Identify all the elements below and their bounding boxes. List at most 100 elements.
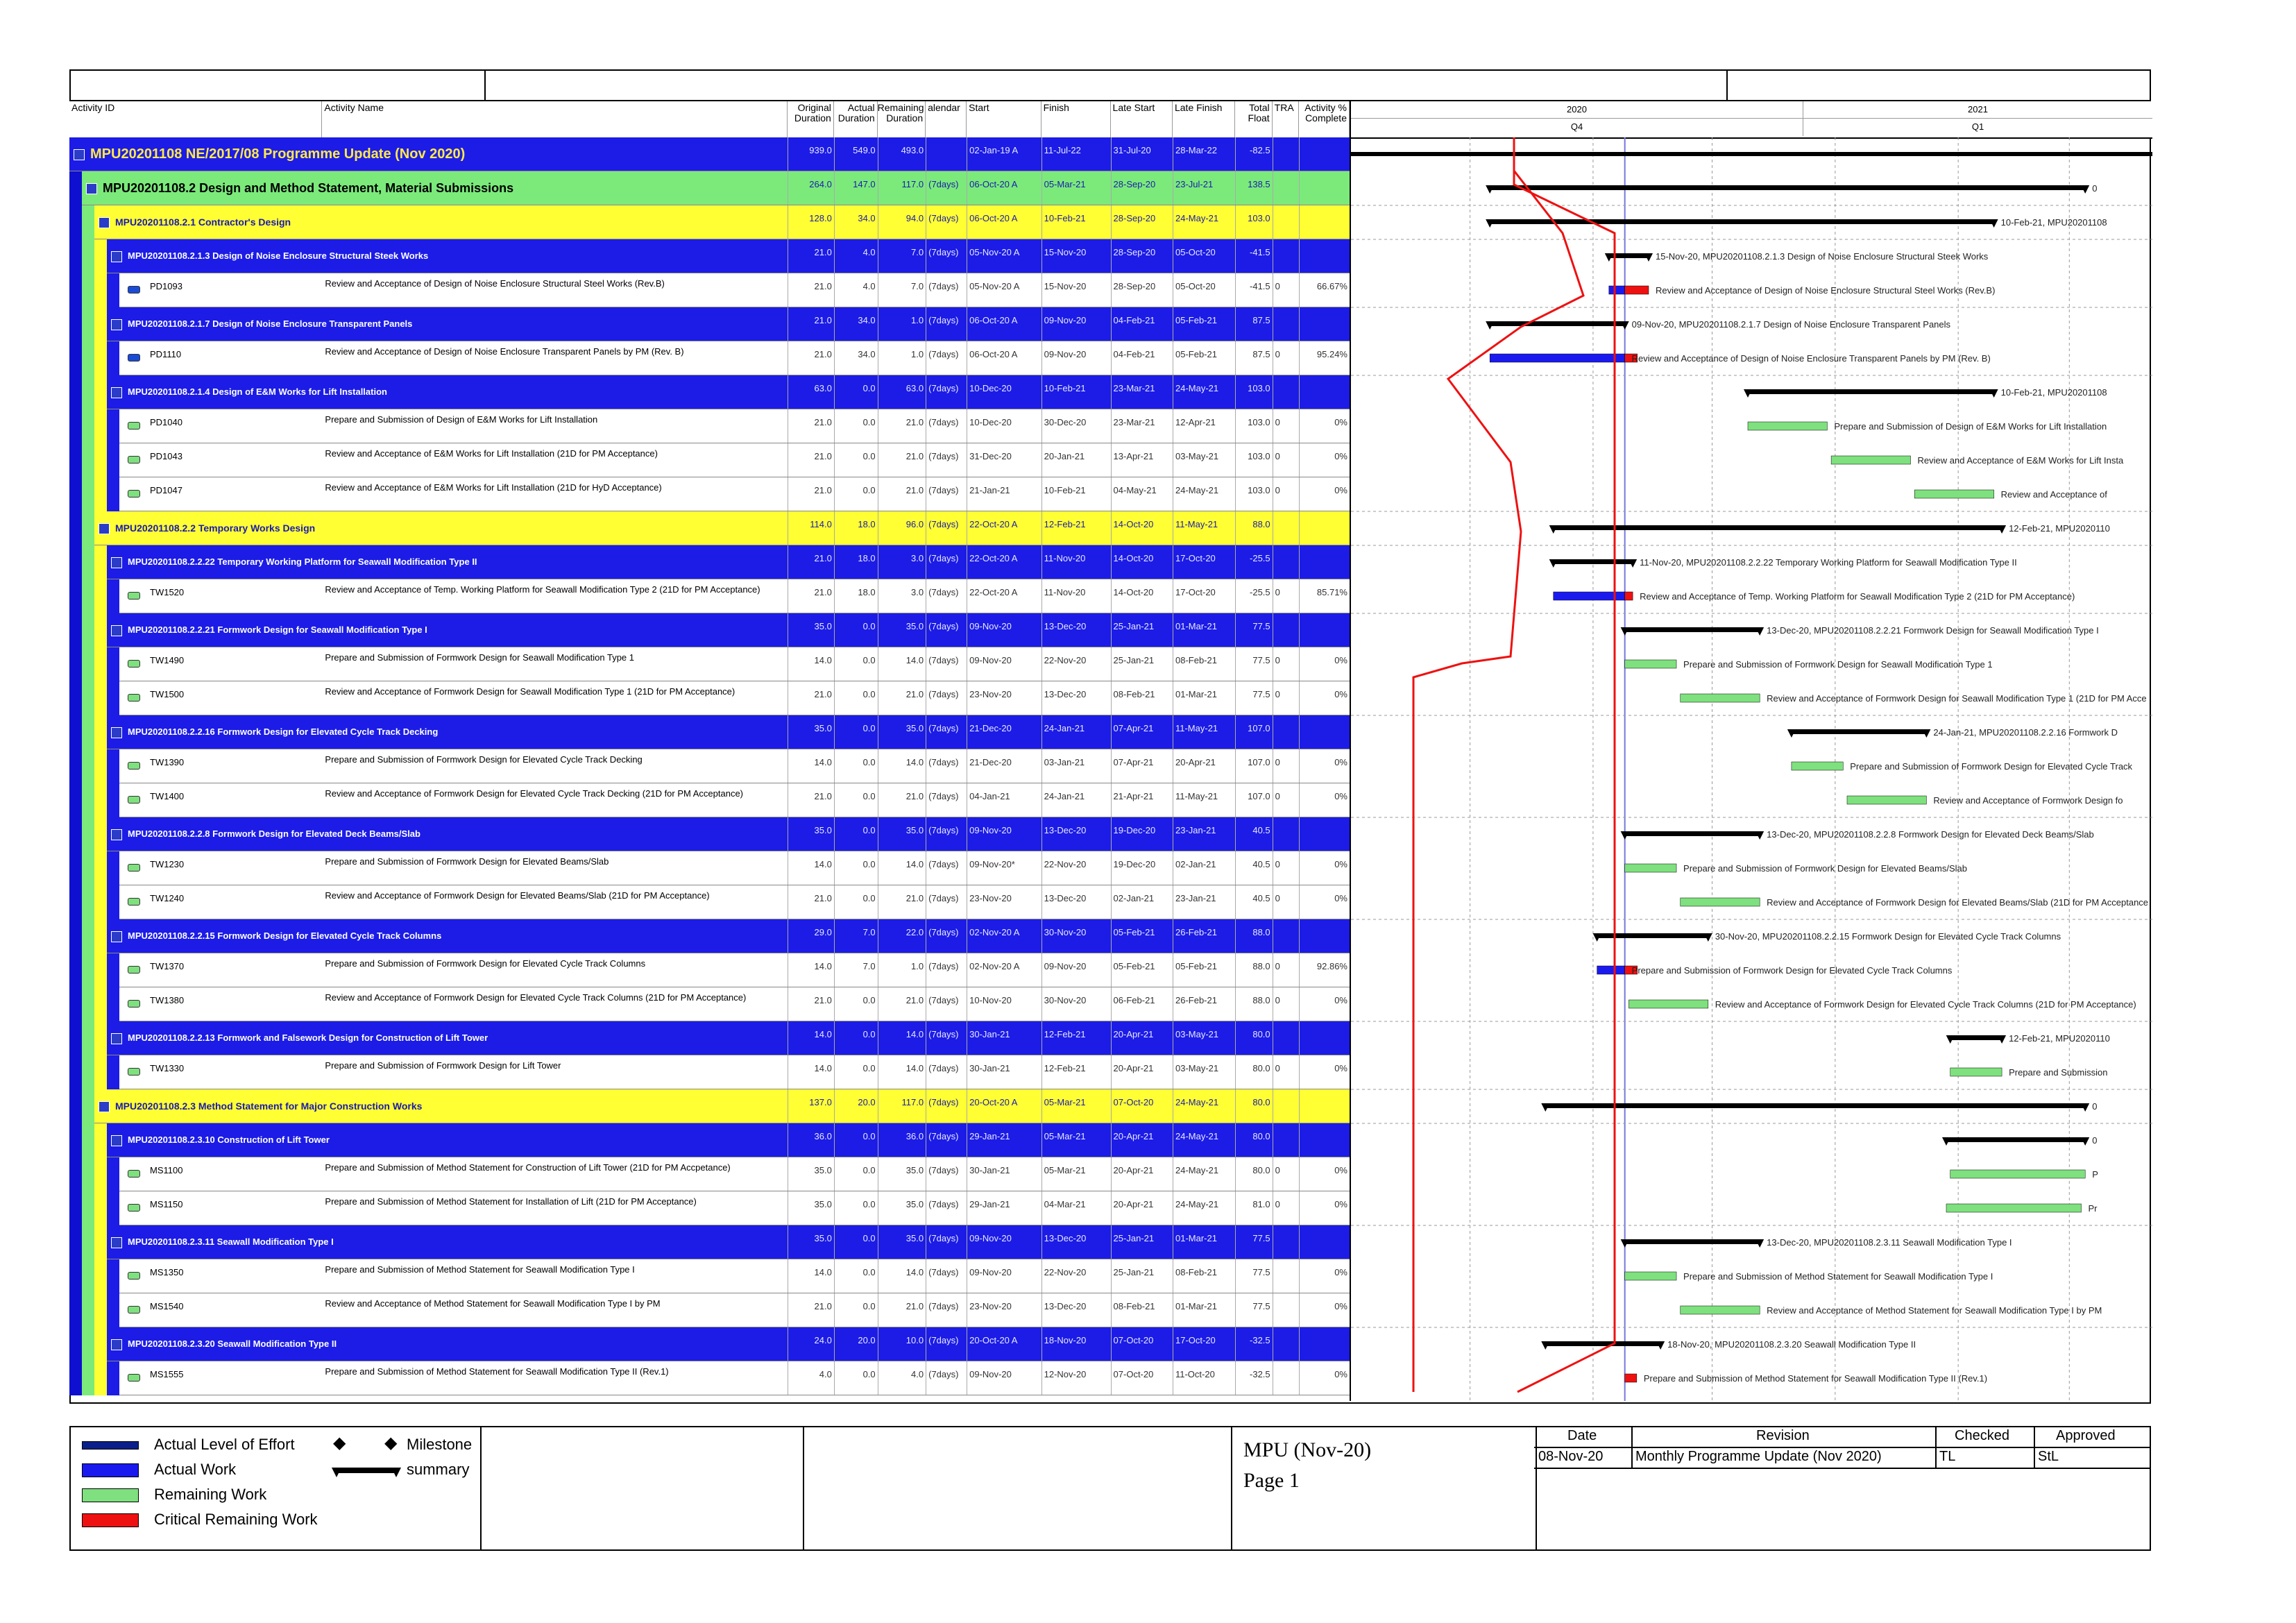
cell-rd: 3.0 (911, 587, 924, 597)
wbs-summary-row[interactable]: MPU20201108.2 Design and Method Statemen… (69, 171, 1350, 205)
column-divider (833, 341, 835, 375)
tree-level-stripe (82, 579, 94, 613)
column-header-od[interactable]: Original Duration (788, 101, 834, 137)
gantt-bar-label: 13-Dec-20, MPU20201108.2.2.8 Formwork De… (1767, 829, 2094, 840)
column-header-id[interactable]: Activity ID (69, 101, 323, 137)
wbs-node-icon[interactable] (111, 387, 122, 398)
wbs-node-icon[interactable] (111, 1237, 122, 1248)
tree-level-stripe (107, 341, 119, 375)
wbs-node-icon[interactable] (111, 1135, 122, 1146)
table-row[interactable]: MS1100 Prepare and Submission of Method S… (69, 1157, 1350, 1191)
column-header-tra[interactable]: TRA (1273, 101, 1299, 137)
column-header-start[interactable]: Start (967, 101, 1041, 137)
table-row[interactable]: TW1520 Review and Acceptance of Temp. Wor… (69, 579, 1350, 613)
cell-tf: 103.0 (1248, 451, 1270, 461)
cell-finish: 24-Jan-21 (1044, 723, 1085, 733)
column-header-name[interactable]: Activity Name (322, 101, 788, 137)
column-divider (1235, 477, 1236, 511)
table-row[interactable]: TW1370 Prepare and Submission of Formwork… (69, 953, 1350, 987)
column-header-finish[interactable]: Finish (1041, 101, 1111, 137)
wbs-summary-row[interactable]: MPU20201108 NE/2017/08 Programme Update … (69, 137, 1350, 171)
column-divider (1041, 1327, 1042, 1361)
table-row[interactable]: PD1047 Review and Acceptance of E&M Works… (69, 477, 1350, 511)
column-header-cal[interactable]: alendar (926, 101, 967, 137)
wbs-summary-row[interactable]: MPU20201108.2.3.10 Construction of Lift … (69, 1123, 1350, 1157)
wbs-node-icon[interactable] (111, 251, 122, 262)
column-header-rd[interactable]: Remaining Duration (878, 101, 926, 137)
column-header-ls[interactable]: Late Start (1111, 101, 1173, 137)
table-row[interactable]: MS1540 Review and Acceptance of Method St… (69, 1293, 1350, 1327)
cell-lf: 03-May-21 (1175, 1063, 1219, 1073)
wbs-node-icon[interactable] (99, 217, 110, 228)
table-row[interactable]: TW1240 Review and Acceptance of Formwork … (69, 885, 1350, 919)
cell-tra (1273, 171, 1299, 205)
cell-ad: 0.0 (862, 723, 876, 733)
wbs-summary-row[interactable]: MPU20201108.2.1 Contractor's Design 128.0… (69, 205, 1350, 239)
table-row[interactable]: PD1093 Review and Acceptance of Design of… (69, 273, 1350, 307)
column-header-lf[interactable]: Late Finish (1173, 101, 1236, 137)
wbs-node-icon[interactable] (111, 625, 122, 636)
table-row[interactable]: TW1490 Prepare and Submission of Formwork… (69, 647, 1350, 681)
wbs-summary-row[interactable]: MPU20201108.2.2.16 Formwork Design for E… (69, 715, 1350, 749)
table-row[interactable]: TW1330 Prepare and Submission of Formwork… (69, 1055, 1350, 1089)
table-row[interactable]: TW1500 Review and Acceptance of Formwork … (69, 681, 1350, 715)
wbs-summary-row[interactable]: MPU20201108.2.3 Method Statement for Maj… (69, 1089, 1350, 1123)
wbs-node-icon[interactable] (111, 1339, 122, 1350)
wbs-summary-row[interactable]: MPU20201108.2.1.4 Design of E&M Works fo… (69, 375, 1350, 409)
table-row[interactable]: MS1150 Prepare and Submission of Method S… (69, 1191, 1350, 1225)
cell-ad: 0.0 (862, 689, 876, 699)
wbs-node-icon[interactable] (111, 319, 122, 330)
wbs-summary-row[interactable]: MPU20201108.2.2.15 Formwork Design for E… (69, 919, 1350, 953)
column-header-pc[interactable]: Activity % Complete (1299, 101, 1350, 137)
wbs-node-icon[interactable] (111, 557, 122, 568)
activity-name: Review and Acceptance of E&M Works for L… (325, 482, 662, 493)
table-row[interactable]: PD1043 Review and Acceptance of E&M Works… (69, 443, 1350, 477)
wbs-summary-row[interactable]: MPU20201108.2.2.21 Formwork Design for S… (69, 613, 1350, 647)
cell-pc: 0% (1334, 485, 1347, 495)
column-divider (1235, 307, 1236, 341)
wbs-summary-row[interactable]: MPU20201108.2.1.7 Design of Noise Enclos… (69, 307, 1350, 341)
wbs-summary-row[interactable]: MPU20201108.2.2.22 Temporary Working Pla… (69, 545, 1350, 579)
wbs-node-icon[interactable] (86, 183, 97, 194)
wbs-node-icon[interactable] (111, 829, 122, 840)
cell-cal: (7days) (928, 655, 959, 665)
column-divider (1298, 341, 1300, 375)
cell-tf: 80.0 (1252, 1063, 1270, 1073)
gantt-bar-label: Review and Acceptance of Design of Noise… (1656, 285, 1995, 296)
table-row[interactable]: TW1230 Prepare and Submission of Formwork… (69, 851, 1350, 885)
tree-level-stripe (82, 1327, 94, 1361)
summary-bar (1624, 1239, 1760, 1244)
wbs-summary-row[interactable]: MPU20201108.2.2 Temporary Works Design 11… (69, 511, 1350, 545)
column-header-tf[interactable]: Total Float (1235, 101, 1273, 137)
cell-ad: 20.0 (858, 1335, 876, 1345)
wbs-node-icon[interactable] (111, 1033, 122, 1044)
cell-start: 02-Nov-20 A (969, 961, 1020, 971)
wbs-summary-row[interactable]: MPU20201108.2.3.20 Seawall Modification … (69, 1327, 1350, 1361)
tree-level-stripe (69, 1293, 82, 1327)
table-row[interactable]: TW1380 Review and Acceptance of Formwork … (69, 987, 1350, 1021)
cell-ad: 0.0 (862, 1029, 876, 1039)
table-row[interactable]: PD1040 Prepare and Submission of Design o… (69, 409, 1350, 443)
wbs-summary-row[interactable]: MPU20201108.2.2.13 Formwork and Falsewor… (69, 1021, 1350, 1055)
table-row[interactable]: MS1350 Prepare and Submission of Method S… (69, 1259, 1350, 1293)
project-folder-icon[interactable] (74, 149, 85, 160)
table-row[interactable]: TW1390 Prepare and Submission of Formwork… (69, 749, 1350, 783)
table-row[interactable]: MS1555 Prepare and Submission of Method S… (69, 1361, 1350, 1395)
column-divider (1110, 545, 1112, 579)
cell-pc: 0% (1334, 859, 1347, 869)
tree-level-stripe (82, 715, 94, 749)
column-header-ad[interactable]: Actual Duration (834, 101, 878, 137)
gantt-bar-label: Review and Acceptance of E&M Works for L… (1918, 455, 2124, 466)
tree-level-stripe (107, 647, 119, 681)
wbs-summary-row[interactable]: MPU20201108.2.2.8 Formwork Design for El… (69, 817, 1350, 851)
wbs-node-icon[interactable] (111, 931, 122, 942)
table-row[interactable]: TW1400 Review and Acceptance of Formwork … (69, 783, 1350, 817)
wbs-summary-row[interactable]: MPU20201108.2.3.11 Seawall Modification … (69, 1225, 1350, 1259)
wbs-node-icon[interactable] (111, 727, 122, 738)
table-row[interactable]: PD1110 Review and Acceptance of Design of… (69, 341, 1350, 375)
wbs-node-icon[interactable] (99, 523, 110, 534)
wbs-summary-row[interactable]: MPU20201108.2.1.3 Design of Noise Enclos… (69, 239, 1350, 273)
wbs-node-icon[interactable] (99, 1101, 110, 1112)
column-divider (1041, 953, 1042, 987)
cell-start: 06-Oct-20 A (969, 213, 1018, 223)
